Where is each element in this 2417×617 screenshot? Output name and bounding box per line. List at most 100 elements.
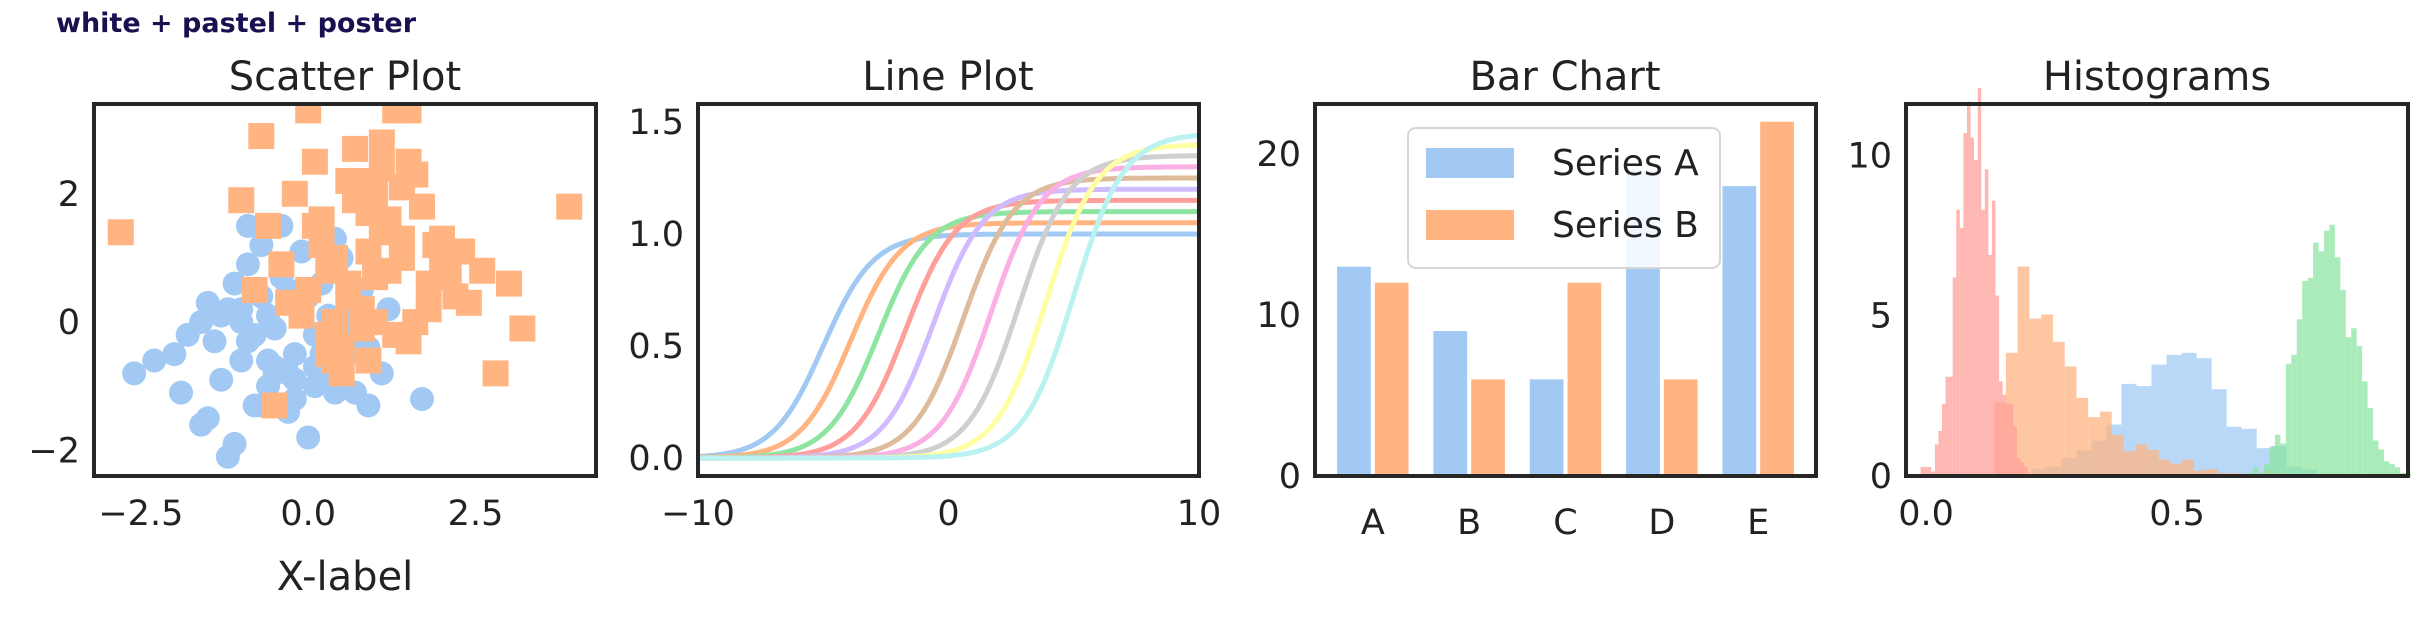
x-tick-label: E [1747, 503, 1769, 543]
hist-bin [2017, 266, 2030, 476]
y-tick-label: −2 [28, 431, 80, 471]
hist-bin [1924, 466, 1928, 476]
hist-bin [2088, 417, 2100, 476]
hist-bin [2151, 364, 2167, 476]
x-tick-label: 10 [1177, 494, 1222, 534]
hist-bin [2351, 328, 2357, 476]
scatter-point-circle [229, 297, 254, 322]
hist-bin [1999, 381, 2003, 476]
hist-bin [2253, 467, 2259, 476]
scatter-point-square [388, 174, 415, 201]
hist-bin [2302, 280, 2308, 476]
hist-panel: Histograms 0.0 0.5 0 5 10 [1847, 54, 2412, 534]
hist-bin [2205, 469, 2218, 476]
line-marks [698, 132, 1199, 461]
hist-bin [2274, 434, 2281, 476]
hist-bin [2196, 358, 2212, 476]
scatter-point-square [248, 123, 275, 150]
scatter-point-square [268, 251, 295, 278]
scatter-point-circle [409, 387, 434, 412]
x-tick-label: 2.5 [448, 494, 504, 534]
hist-bin [2323, 230, 2330, 476]
x-tick-label: −10 [661, 494, 735, 534]
scatter-point-square [288, 302, 315, 329]
bar-series-a-B [1433, 331, 1468, 476]
hist-bin [1959, 227, 1964, 476]
scatter-point-square [335, 283, 362, 310]
hist-bin [2194, 470, 2206, 476]
hist-bin [2362, 381, 2368, 476]
bar-title: Bar Chart [1469, 54, 1660, 100]
hist-bin [2318, 251, 2324, 476]
scatter-point-square [402, 309, 429, 336]
scatter-point-circle [222, 271, 247, 296]
y-tick-label: 0.5 [628, 327, 684, 367]
scatter-point-square [255, 212, 282, 239]
line-ticks: −10 0 10 0.0 0.5 1.0 1.5 [628, 103, 1221, 534]
hist-ticks: 0.0 0.5 0 5 10 [1847, 136, 2204, 534]
hist-bin [1956, 209, 1960, 477]
hist-bin [2123, 451, 2136, 476]
x-tick-label: 0.0 [1898, 494, 1954, 534]
scatter-point-circle [122, 361, 147, 386]
hist-bin [1920, 466, 1925, 476]
scatter-point-circle [209, 303, 234, 328]
bar-series-a-E [1722, 186, 1757, 476]
hist-bin [2394, 467, 2401, 476]
hist-bin [1995, 295, 2000, 476]
scatter-point-square [509, 315, 536, 342]
hist-bin [2166, 354, 2182, 476]
scatter-point-square [281, 180, 308, 207]
bar-series-a-A [1337, 266, 1371, 476]
hist-bin [1942, 403, 1946, 476]
scatter-marks [107, 104, 583, 469]
line-series-red [698, 197, 1199, 461]
hist-title: Histograms [2043, 54, 2271, 100]
scatter-point-square [388, 244, 415, 271]
hist-bin [2158, 459, 2171, 476]
hist-bin [1966, 101, 1971, 476]
hist-bin [2182, 459, 2195, 476]
bar-series-b-B [1471, 379, 1505, 476]
scatter-point-square [455, 289, 482, 316]
bar-frame [1313, 102, 1818, 478]
bar-series-b-A [1374, 282, 1409, 476]
hist-bin [1988, 254, 1992, 476]
hist-bin [2211, 389, 2227, 476]
hist-bin [2135, 444, 2147, 476]
hist-bin [2170, 463, 2183, 476]
y-tick-label: 2 [58, 175, 80, 215]
hist-bin [1927, 466, 1932, 476]
bar-ticks: A B C D E 0 10 20 [1256, 135, 1769, 543]
y-tick-label: 10 [1256, 296, 1301, 336]
line-series-blue [698, 231, 1199, 460]
scatter-title: Scatter Plot [229, 54, 461, 100]
hist-bin [2389, 464, 2395, 476]
x-tick-label: 0.5 [2149, 494, 2205, 534]
bar-series-b-C [1567, 282, 1602, 476]
scatter-point-square [395, 148, 422, 175]
scatter-point-circle [296, 425, 321, 450]
scatter-point-circle [189, 412, 214, 437]
hist-bin [1970, 137, 1975, 477]
hist-bin [2296, 319, 2303, 476]
scatter-point-circle [282, 342, 307, 367]
hist-series-red [1920, 87, 2028, 477]
figure-title: white + pastel + poster [56, 8, 417, 39]
bar-legend: Series A Series B [1407, 127, 1721, 269]
scatter-panel: Scatter Plot −2.5 0.0 2.5 −2 0 2 X-label [28, 54, 598, 600]
hist-bin [2367, 408, 2374, 476]
legend-swatch [1426, 148, 1514, 178]
hist-bin [1984, 169, 1989, 476]
hist-bin [2383, 461, 2390, 476]
hist-bin [2373, 440, 2379, 476]
scatter-point-circle [289, 239, 314, 264]
hist-bin [2280, 443, 2286, 476]
hist-bin [1934, 444, 1939, 476]
scatter-point-circle [256, 374, 281, 399]
hist-bin [1938, 430, 1943, 476]
hist-bin [2002, 394, 2007, 476]
line-frame [696, 102, 1201, 478]
scatter-points [107, 104, 583, 469]
legend-swatch [1426, 210, 1514, 240]
